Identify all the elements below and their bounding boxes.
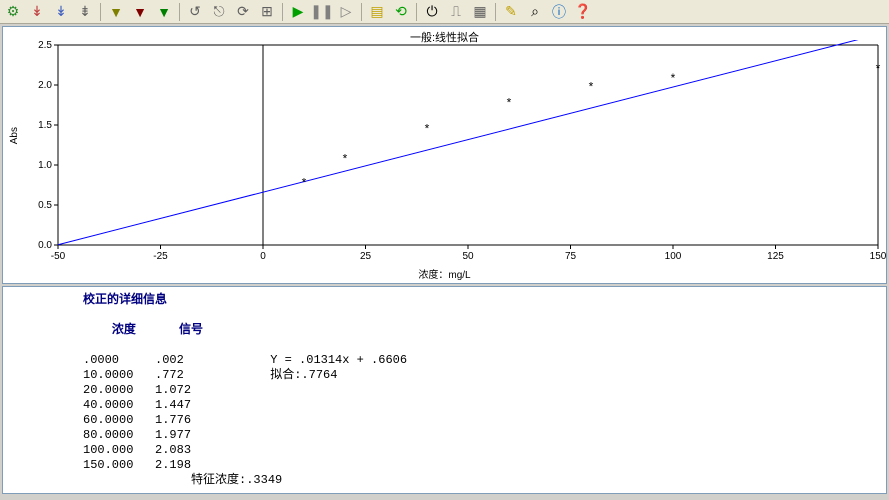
svg-text:*: * (587, 81, 594, 95)
svg-text:125: 125 (767, 251, 784, 262)
svg-text:2.5: 2.5 (38, 40, 52, 51)
char-conc-row: 特征浓度:.3349 (83, 473, 826, 488)
spray-1-icon[interactable]: ↡ (26, 2, 48, 22)
spray-2-icon[interactable]: ↡ (50, 2, 72, 22)
calibration-detail-pane: 校正的详细信息 浓度 信号 .0000 .002 Y = .01314x + .… (2, 286, 887, 494)
info-columns: 浓度 信号 (83, 308, 826, 353)
svg-text:0.0: 0.0 (38, 240, 52, 251)
burner-3-icon[interactable]: ▼ (153, 2, 175, 22)
x-axis-label: 浓度：mg/L (3, 266, 886, 281)
svg-text:*: * (300, 177, 307, 191)
calibration-chart: 一般:线性拟合 Abs -50-2502550751001251500.00.5… (2, 26, 887, 284)
svg-text:150: 150 (870, 251, 887, 262)
svg-text:1.0: 1.0 (38, 160, 52, 171)
svg-text:75: 75 (565, 251, 577, 262)
svg-text:*: * (669, 72, 676, 86)
calibration-data-row: 40.0000 1.447 (83, 398, 826, 413)
calibration-data-row: 60.0000 1.776 (83, 413, 826, 428)
calibration-data-row: 80.0000 1.977 (83, 428, 826, 443)
col-conc: 浓度 (112, 323, 136, 337)
svg-text:25: 25 (360, 251, 372, 262)
toolbar-separator (495, 3, 496, 21)
toolbar-separator (100, 3, 101, 21)
chart-plot: -50 -25 0 25 50 75 100 125 150 0.0 0.5 1.0 1.5 2.0 2.5… (18, 40, 889, 280)
step-icon[interactable]: ▷ (335, 2, 357, 22)
help-icon[interactable]: ❓ (572, 2, 594, 22)
toolbar-separator (416, 3, 417, 21)
svg-text:100: 100 (665, 251, 682, 262)
pause-icon[interactable]: ❚❚ (311, 2, 333, 22)
drain-icon[interactable]: ⎋ (208, 2, 230, 22)
svg-text:*: * (341, 153, 348, 167)
calibration-data-row: .0000 .002 Y = .01314x + .6606 (83, 353, 826, 368)
calibration-data-row: 150.000 2.198 (83, 458, 826, 473)
nozzle-icon[interactable]: ⇟ (74, 2, 96, 22)
svg-text:1.5: 1.5 (38, 120, 52, 131)
svg-text:2.0: 2.0 (38, 80, 52, 91)
burner-1-icon[interactable]: ▼ (105, 2, 127, 22)
svg-text:*: * (423, 123, 430, 137)
main-toolbar: ⚙↡↡⇟▼▼▼↺⎋⟳⊞▶❚❚▷▤⟲⏻⎍▦✎⌕ⓘ❓ (0, 0, 889, 24)
stir-icon[interactable]: ⟳ (232, 2, 254, 22)
zoom-icon[interactable]: ⌕ (524, 2, 546, 22)
calibration-data-row: 100.000 2.083 (83, 443, 826, 458)
toolbar-separator (361, 3, 362, 21)
run-all-icon[interactable]: ⚙ (2, 2, 24, 22)
burner-2-icon[interactable]: ▼ (129, 2, 151, 22)
toolbar-separator (282, 3, 283, 21)
info-header: 校正的详细信息 (83, 293, 826, 308)
svg-text:-25: -25 (153, 251, 168, 262)
lamp-icon[interactable]: ⎍ (445, 2, 467, 22)
play-icon[interactable]: ▶ (287, 2, 309, 22)
report-icon[interactable]: ▦ (469, 2, 491, 22)
loop-icon[interactable]: ↺ (184, 2, 206, 22)
info-icon[interactable]: ⓘ (548, 2, 570, 22)
col-signal: 信号 (179, 323, 203, 337)
data-icon[interactable]: ▤ (366, 2, 388, 22)
svg-text:0.5: 0.5 (38, 200, 52, 211)
toolbar-separator (179, 3, 180, 21)
svg-text:50: 50 (462, 251, 474, 262)
svg-text:*: * (874, 63, 881, 77)
wand-icon[interactable]: ✎ (500, 2, 522, 22)
refresh-icon[interactable]: ⟲ (390, 2, 412, 22)
svg-text:-50: -50 (51, 251, 66, 262)
svg-text:0: 0 (260, 251, 266, 262)
rack-icon[interactable]: ⊞ (256, 2, 278, 22)
power-icon[interactable]: ⏻ (421, 2, 443, 22)
calibration-data-row: 20.0000 1.072 (83, 383, 826, 398)
calibration-data-row: 10.0000 .772 拟合:.7764 (83, 368, 826, 383)
svg-text:*: * (505, 97, 512, 111)
